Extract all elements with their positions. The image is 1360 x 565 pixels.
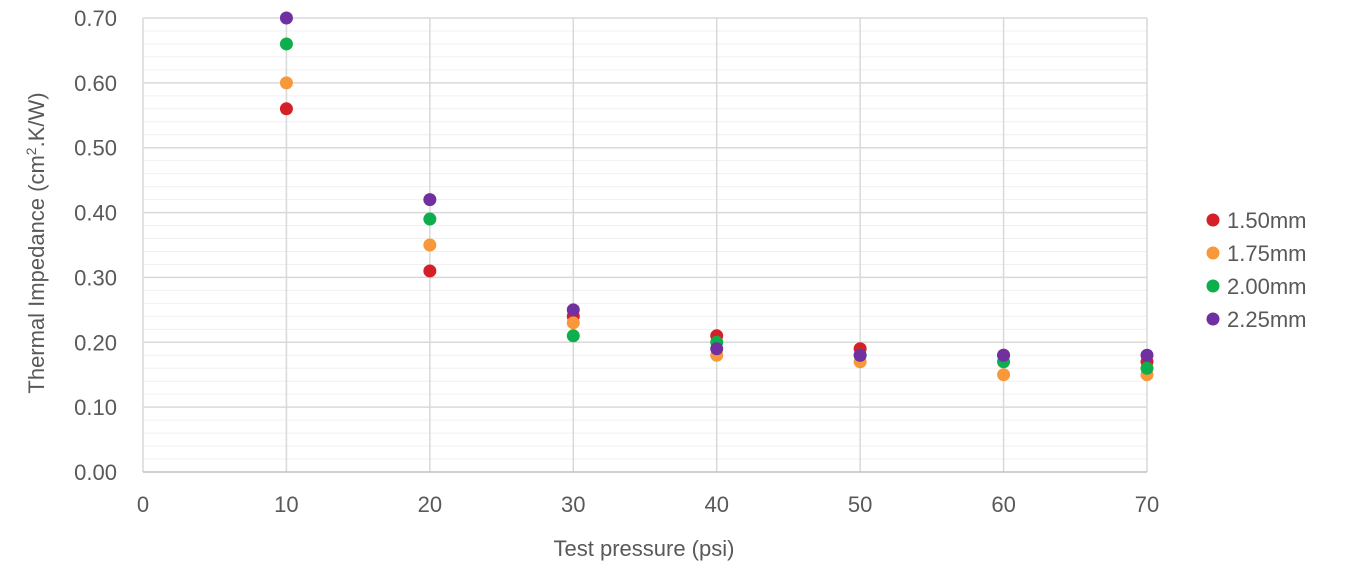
y-tick-label: 0.50 (74, 136, 117, 161)
data-point (423, 238, 437, 252)
x-tick-label: 60 (991, 492, 1015, 517)
y-axis-title-tail: .K/W) (24, 92, 49, 147)
data-point (566, 316, 580, 330)
grid-lines (143, 17, 1148, 472)
x-tick-label: 20 (418, 492, 442, 517)
legend-marker (1206, 246, 1220, 260)
data-point (997, 368, 1011, 382)
legend: 1.50mm 1.75mm 2.00mm 2.25mm (1206, 208, 1306, 332)
legend-label: 1.50mm (1227, 208, 1306, 233)
y-axis-title: Thermal Impedance (cm2.K/W) (23, 92, 49, 393)
y-tick-label: 0.70 (74, 6, 117, 31)
series-2.25mm (279, 11, 1154, 362)
data-point (279, 76, 293, 90)
tick-labels: 0.00 0.10 0.20 0.30 0.40 0.50 0.60 0.70 0 10 20 30 4… (74, 6, 1159, 517)
legend-label: 2.00mm (1227, 274, 1306, 299)
y-axis-title-superscript: 2 (23, 147, 39, 155)
legend-marker (1206, 312, 1220, 326)
axes (142, 18, 1147, 473)
data-point (997, 348, 1011, 362)
y-tick-label: 0.30 (74, 265, 117, 290)
data-point (853, 348, 867, 362)
data-point (279, 102, 293, 116)
y-tick-label: 0.00 (74, 460, 117, 485)
y-tick-label: 0.10 (74, 395, 117, 420)
data-point (279, 11, 293, 25)
y-tick-label: 0.20 (74, 330, 117, 355)
x-tick-label: 50 (848, 492, 872, 517)
data-point (710, 342, 724, 356)
legend-label: 2.25mm (1227, 307, 1306, 332)
x-tick-label: 10 (274, 492, 298, 517)
legend-label: 1.75mm (1227, 241, 1306, 266)
legend-marker (1206, 213, 1220, 227)
x-axis-title: Test pressure (psi) (554, 536, 735, 561)
legend-marker (1206, 279, 1220, 293)
data-point (566, 303, 580, 317)
x-tick-label: 40 (704, 492, 728, 517)
x-tick-label: 30 (561, 492, 585, 517)
data-point (1140, 361, 1154, 375)
y-tick-label: 0.60 (74, 71, 117, 96)
y-axis-title-main: Thermal Impedance (cm (24, 155, 49, 393)
data-point (423, 193, 437, 207)
y-tick-label: 0.40 (74, 201, 117, 226)
data-point (279, 37, 293, 51)
data-point (423, 212, 437, 226)
x-tick-label: 0 (137, 492, 149, 517)
data-point (423, 264, 437, 278)
data-point (566, 329, 580, 343)
x-tick-label: 70 (1135, 492, 1159, 517)
data-points (279, 11, 1154, 382)
data-point (1140, 348, 1154, 362)
